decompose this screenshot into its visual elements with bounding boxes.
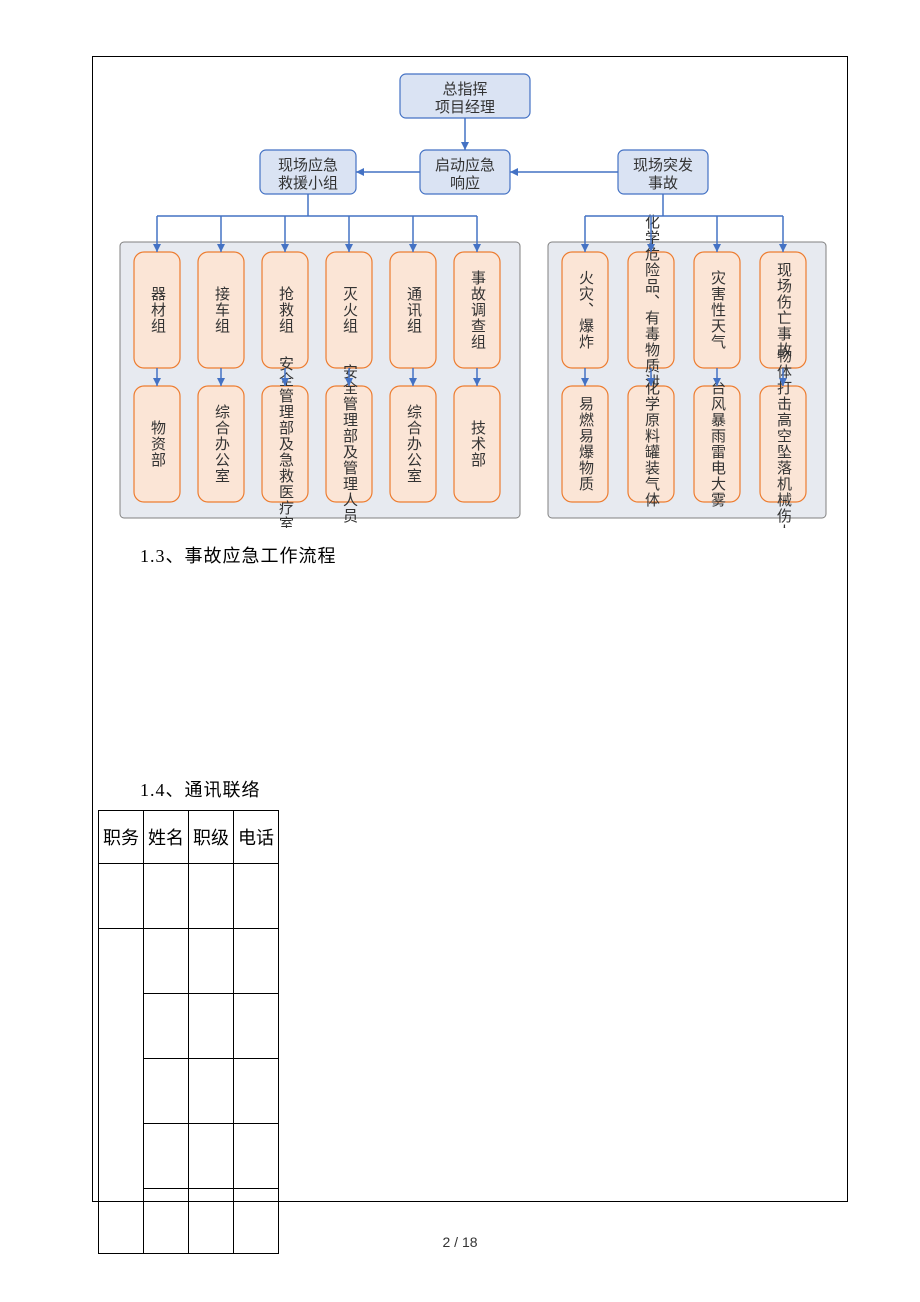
table-cell (144, 929, 189, 994)
svg-text:火灾、爆炸: 火灾、爆炸 (577, 270, 594, 350)
table-cell (234, 864, 279, 929)
svg-text:总指挥: 总指挥 (442, 81, 487, 98)
table-header-cell: 姓名 (144, 811, 189, 864)
table-row (99, 864, 279, 929)
table-cell (144, 864, 189, 929)
svg-text:启动应急: 启动应急 (435, 156, 495, 174)
table-cell (189, 929, 234, 994)
svg-text:物资部: 物资部 (149, 420, 166, 468)
table-cell (99, 864, 144, 929)
table-cell (144, 1124, 189, 1189)
svg-text:事故: 事故 (648, 175, 678, 192)
flowchart-svg: 总指挥项目经理现场应急救援小组 启动应急响应 现场突发事故器材组 接车组 抢救组 灭火组 通… (110, 68, 830, 528)
svg-text:接车组: 接车组 (213, 286, 230, 334)
svg-text:技术部: 技术部 (469, 420, 486, 468)
svg-text:救援小组: 救援小组 (278, 175, 338, 192)
svg-text:综合办公室: 综合办公室 (213, 404, 230, 484)
table-cell (189, 1124, 234, 1189)
table-header-cell: 职级 (189, 811, 234, 864)
table-cell (234, 994, 279, 1059)
svg-text:通讯组: 通讯组 (405, 286, 422, 334)
table-cell (144, 994, 189, 1059)
page-number: 2 / 18 (0, 1234, 920, 1250)
table-cell (234, 1059, 279, 1124)
svg-text:综合办公室: 综合办公室 (405, 404, 422, 484)
table-row (99, 929, 279, 994)
svg-text:器材组: 器材组 (149, 286, 166, 334)
section-1-4-heading: 1.4、通讯联络 (140, 776, 261, 802)
table-cell (189, 994, 234, 1059)
table-cell (234, 929, 279, 994)
svg-text:易燃易爆物质: 易燃易爆物质 (577, 396, 594, 492)
svg-text:响应: 响应 (450, 174, 480, 192)
contact-table: 职务姓名职级电话 (98, 810, 279, 1254)
svg-text:灭火组: 灭火组 (341, 286, 358, 334)
svg-text:现场突发: 现场突发 (633, 157, 693, 174)
section-1-3-heading: 1.3、事故应急工作流程 (140, 542, 337, 568)
table-cell (99, 929, 144, 1254)
svg-text:抢救组: 抢救组 (277, 285, 294, 334)
svg-text:灾害性天气: 灾害性天气 (709, 270, 726, 350)
org-flowchart: 总指挥项目经理现场应急救援小组 启动应急响应 现场突发事故器材组 接车组 抢救组 灭火组 通… (110, 68, 830, 528)
svg-text:安全管理部及管理人员: 安全管理部及管理人员 (341, 364, 358, 524)
page: 总指挥项目经理现场应急救援小组 启动应急响应 现场突发事故器材组 接车组 抢救组 灭火组 通… (0, 0, 920, 1302)
table-cell (234, 1124, 279, 1189)
svg-text:项目经理: 项目经理 (435, 99, 495, 116)
table-header-cell: 职务 (99, 811, 144, 864)
table-header-row: 职务姓名职级电话 (99, 811, 279, 864)
table-cell (189, 864, 234, 929)
table-cell (189, 1059, 234, 1124)
table-header-cell: 电话 (234, 811, 279, 864)
svg-text:化学原料罐装气体: 化学原料罐装气体 (643, 380, 660, 508)
svg-text:台风暴雨雷电大雾: 台风暴雨雷电大雾 (709, 380, 726, 508)
svg-text:事故调查组: 事故调查组 (469, 270, 486, 350)
table-cell (144, 1059, 189, 1124)
svg-text:现场伤亡事故: 现场伤亡事故 (775, 262, 792, 358)
svg-text:现场应急: 现场应急 (278, 156, 338, 174)
